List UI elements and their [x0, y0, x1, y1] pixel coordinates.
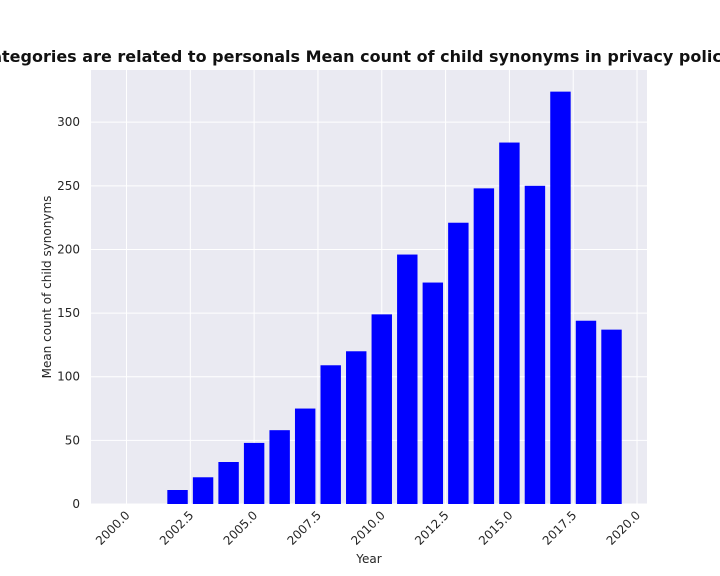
grid	[91, 70, 647, 505]
y-tick-label: 100	[57, 370, 80, 384]
y-tick-label: 150	[57, 306, 80, 320]
x-tick-label: 2007.5	[284, 508, 324, 548]
bar	[397, 254, 418, 504]
x-tick-label: 2005.0	[221, 508, 261, 548]
bar	[294, 408, 316, 504]
x-tick-label: 2015.0	[476, 508, 516, 548]
y-tick-label: 300	[57, 115, 80, 129]
chart-title: when categories are related to personals…	[0, 47, 720, 66]
bar	[601, 329, 622, 504]
bar	[269, 430, 290, 504]
y-tick-label: 250	[57, 179, 80, 193]
bars	[167, 91, 622, 505]
bar	[499, 142, 520, 504]
bar	[167, 490, 188, 504]
bar	[422, 282, 444, 504]
x-axis-label: Year	[355, 552, 381, 566]
x-tick-label: 2020.0	[604, 508, 644, 548]
bar	[371, 314, 392, 504]
x-tick-label: 2012.5	[412, 508, 452, 548]
bar	[473, 188, 495, 504]
x-tick-label: 2010.0	[348, 508, 388, 548]
bar	[218, 462, 239, 504]
bar	[575, 320, 597, 504]
bar	[320, 365, 341, 504]
bar	[550, 91, 571, 505]
bar	[524, 185, 546, 504]
x-tick-label: 2000.0	[93, 508, 133, 548]
y-tick-label: 200	[57, 242, 80, 256]
y-tick-label: 0	[72, 497, 80, 511]
bar	[448, 222, 469, 504]
y-axis-label: Mean count of child synonyms	[40, 196, 54, 379]
y-tick-label: 50	[65, 433, 80, 447]
bar	[346, 351, 367, 504]
x-tick-label: 2002.5	[157, 508, 197, 548]
bar	[243, 442, 265, 504]
x-tick-label: 2017.5	[540, 508, 580, 548]
bar	[192, 477, 214, 504]
